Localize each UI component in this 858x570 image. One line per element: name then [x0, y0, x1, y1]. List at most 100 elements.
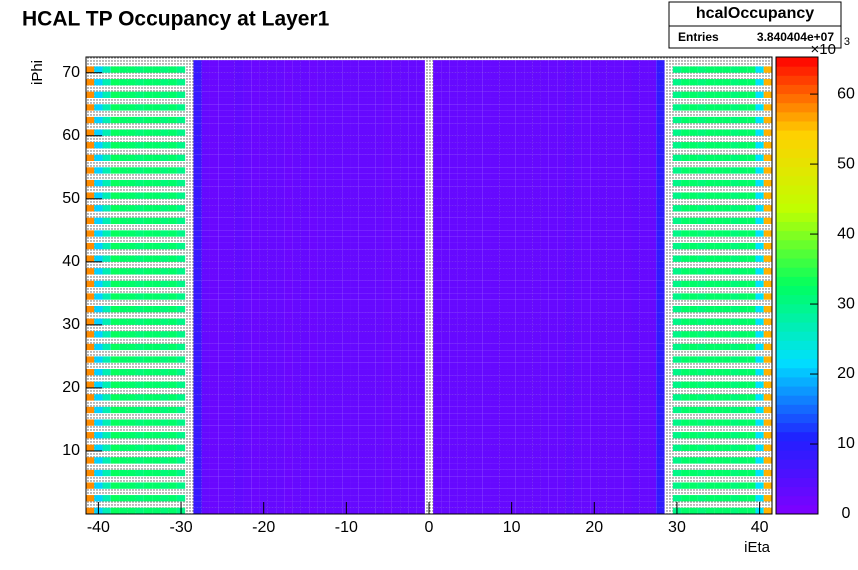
cell: [457, 230, 467, 237]
cell: [391, 230, 401, 237]
cell: [267, 425, 277, 433]
cell: [234, 280, 244, 288]
cell: [193, 495, 202, 502]
cell: [358, 110, 368, 117]
cell: [681, 154, 690, 162]
cell: [548, 154, 558, 162]
cell: [524, 463, 533, 470]
cell: [300, 154, 310, 162]
cell: [482, 280, 491, 288]
cell: [524, 142, 533, 149]
cell: [648, 280, 657, 288]
cell: [499, 362, 508, 370]
cell: [400, 362, 409, 370]
cell: [317, 142, 326, 149]
cell: [639, 457, 649, 464]
cell: [623, 337, 632, 344]
cell: [309, 60, 318, 67]
cell: [490, 394, 500, 401]
cell: [648, 211, 657, 218]
cell: [135, 331, 144, 338]
cell: [135, 104, 144, 111]
cell: [755, 116, 764, 124]
cell: [524, 192, 533, 199]
cell: [433, 192, 442, 199]
cell: [350, 230, 359, 237]
cell: [639, 116, 649, 124]
cell: [490, 135, 500, 143]
cell: [400, 287, 409, 294]
cell: [143, 167, 153, 174]
cell: [507, 154, 516, 162]
cell: [631, 501, 640, 508]
cell: [168, 116, 177, 124]
cell: [325, 350, 334, 357]
cell: [738, 318, 748, 325]
cell: [209, 350, 219, 357]
cell: [449, 110, 458, 117]
cell: [747, 305, 756, 313]
cell: [317, 154, 326, 162]
cell: [532, 142, 541, 149]
cell: [474, 60, 483, 67]
cell: [631, 394, 640, 401]
cell: [648, 198, 657, 206]
cell: [350, 280, 359, 288]
cell: [325, 274, 334, 281]
cell: [639, 369, 649, 376]
cell: [218, 242, 227, 250]
cell: [433, 324, 442, 332]
cell: [160, 205, 169, 212]
cell: [524, 432, 533, 439]
cell: [251, 337, 260, 344]
cell: [499, 179, 508, 187]
cell: [143, 142, 153, 149]
cell: [540, 173, 549, 180]
cell: [300, 72, 310, 80]
cell: [102, 356, 111, 363]
cell: [152, 230, 161, 237]
cell: [573, 457, 582, 464]
cell: [722, 79, 731, 86]
cell: [656, 116, 665, 124]
cell: [226, 312, 235, 319]
cell: [234, 381, 244, 388]
cell: [573, 161, 582, 168]
cell: [507, 387, 516, 395]
cell: [110, 205, 120, 212]
cell: [160, 268, 169, 275]
cell: [457, 148, 467, 155]
cell: [656, 463, 665, 470]
cell: [251, 488, 260, 496]
cell: [565, 173, 574, 180]
cell: [367, 236, 376, 243]
cell: [524, 230, 533, 237]
cell: [300, 167, 310, 174]
cell: [606, 110, 615, 117]
cell: [540, 236, 549, 243]
cell: [714, 343, 723, 351]
cell: [259, 154, 268, 162]
cell: [292, 217, 301, 225]
cell: [408, 387, 417, 395]
cell: [342, 161, 351, 168]
cell: [648, 457, 657, 464]
cell: [367, 129, 376, 136]
cell: [317, 457, 326, 464]
cell: [581, 186, 591, 193]
cell: [449, 469, 458, 477]
cell: [557, 495, 566, 502]
cell: [457, 198, 467, 206]
cell: [201, 72, 210, 80]
cell: [565, 179, 574, 187]
cell: [681, 167, 690, 174]
cell: [375, 312, 384, 319]
cell: [532, 224, 541, 231]
cell: [490, 123, 500, 130]
cell: [623, 432, 632, 439]
cell: [614, 97, 624, 105]
cell: [581, 217, 591, 225]
cell: [276, 110, 285, 117]
cell: [648, 123, 657, 130]
cell: [565, 387, 574, 395]
